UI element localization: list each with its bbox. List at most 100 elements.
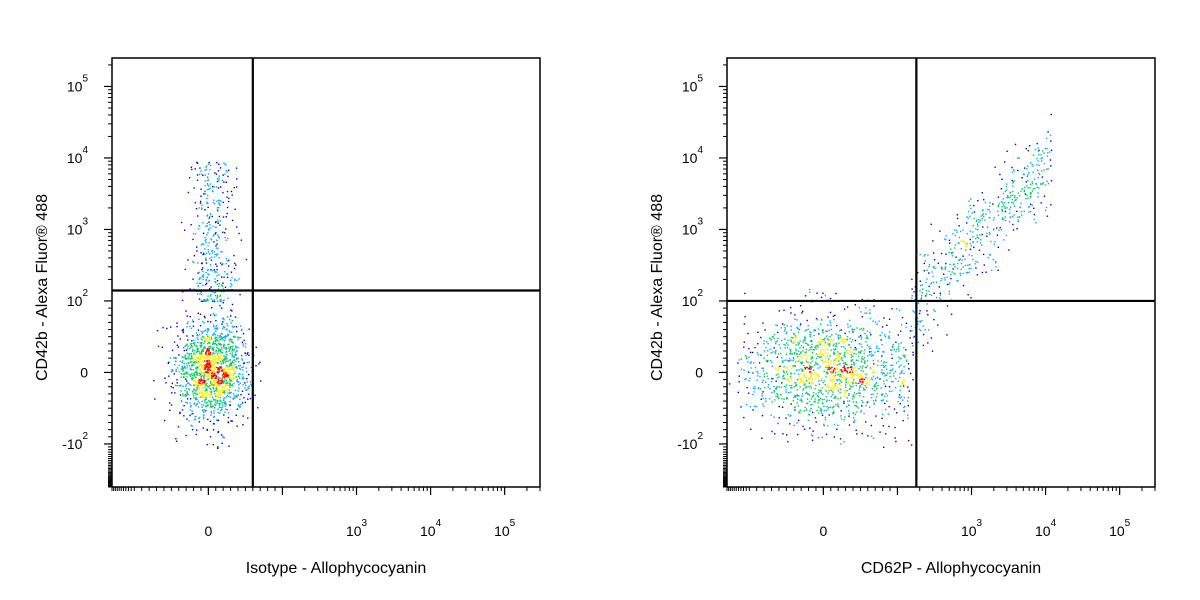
event-dot [886, 324, 888, 326]
event-dot [238, 365, 240, 367]
event-dot [835, 359, 838, 361]
event-dot [826, 385, 828, 388]
event-dot [208, 221, 210, 223]
event-dot [240, 354, 243, 357]
event-dot [920, 298, 922, 300]
event-dot [231, 325, 234, 327]
event-dot [198, 382, 201, 384]
event-dot [205, 283, 207, 286]
event-dot [227, 384, 229, 386]
event-dot [860, 327, 863, 330]
event-dot [790, 353, 792, 355]
event-dot [875, 382, 878, 384]
event-dot [197, 406, 200, 408]
event-dot [230, 322, 232, 324]
event-dot [199, 353, 201, 355]
tick-base: 10 [67, 78, 83, 94]
event-dot [203, 355, 205, 357]
event-dot [763, 350, 766, 352]
event-dot [835, 395, 837, 397]
event-dot [192, 260, 194, 263]
event-dot [235, 360, 237, 362]
event-dot [850, 386, 852, 388]
event-dot [192, 238, 194, 241]
event-dot [182, 331, 185, 334]
event-dot [201, 400, 203, 403]
event-dot [825, 330, 827, 332]
event-dot [900, 324, 903, 326]
event-dot [767, 359, 769, 362]
event-dot [815, 384, 817, 387]
event-dot [836, 379, 838, 381]
event-dot [810, 362, 812, 364]
event-dot [785, 386, 787, 388]
event-dot [922, 344, 925, 347]
event-dot [201, 341, 203, 344]
event-dot [170, 404, 173, 406]
event-dot [810, 407, 812, 410]
event-dot [235, 366, 238, 368]
event-dot [1042, 150, 1044, 152]
y-axis-title: CD42b - Alexa Fluor® 488 [649, 194, 666, 381]
event-dot [973, 246, 975, 249]
event-dot [835, 292, 837, 295]
event-dot [213, 199, 215, 201]
event-dot [790, 379, 792, 381]
event-dot [156, 330, 159, 332]
event-dot [229, 396, 232, 398]
event-dot [979, 234, 981, 236]
event-dot [844, 347, 846, 350]
event-dot [846, 335, 849, 338]
event-dot [750, 428, 752, 430]
event-dot [1050, 113, 1052, 116]
event-dot [882, 372, 884, 374]
event-dot [220, 337, 222, 339]
event-dot [183, 366, 185, 369]
event-dot [816, 348, 818, 351]
event-dot [240, 239, 243, 241]
event-dot [206, 276, 209, 278]
event-dot [221, 348, 223, 351]
event-dot [905, 360, 908, 363]
event-dot [223, 336, 226, 338]
event-dot [1004, 219, 1007, 222]
event-dot [1001, 218, 1003, 221]
event-dot [954, 234, 956, 237]
event-dot [911, 342, 913, 344]
event-dot [946, 276, 948, 278]
event-dot [1000, 188, 1003, 190]
event-dot [1012, 182, 1014, 184]
event-dot [227, 360, 230, 362]
event-dot [737, 391, 739, 394]
event-dot [189, 383, 191, 385]
event-dot [192, 352, 195, 355]
event-dot [205, 375, 207, 377]
event-dot [241, 373, 244, 376]
event-dot [955, 229, 958, 231]
event-dot [203, 365, 206, 367]
event-dot [949, 263, 951, 266]
event-dot [223, 319, 225, 321]
event-dot [1031, 190, 1034, 192]
event-dot [855, 429, 857, 431]
event-dot [944, 279, 946, 281]
event-dot [209, 363, 211, 366]
event-dot [1011, 201, 1013, 204]
event-dot [817, 377, 819, 379]
event-dot [829, 343, 831, 345]
tick-base: 10 [682, 293, 698, 309]
event-dot [888, 405, 890, 408]
event-dot [233, 254, 235, 257]
event-dot [808, 394, 811, 396]
event-dot [224, 338, 227, 340]
event-dot [192, 342, 194, 344]
event-dot [839, 373, 842, 376]
event-dot [1024, 167, 1026, 169]
event-dot [913, 336, 915, 338]
event-dot [201, 366, 203, 368]
event-dot [807, 361, 809, 364]
event-dot [219, 199, 221, 202]
event-dot [201, 353, 203, 355]
event-dot [867, 435, 869, 437]
event-dot [864, 389, 866, 391]
